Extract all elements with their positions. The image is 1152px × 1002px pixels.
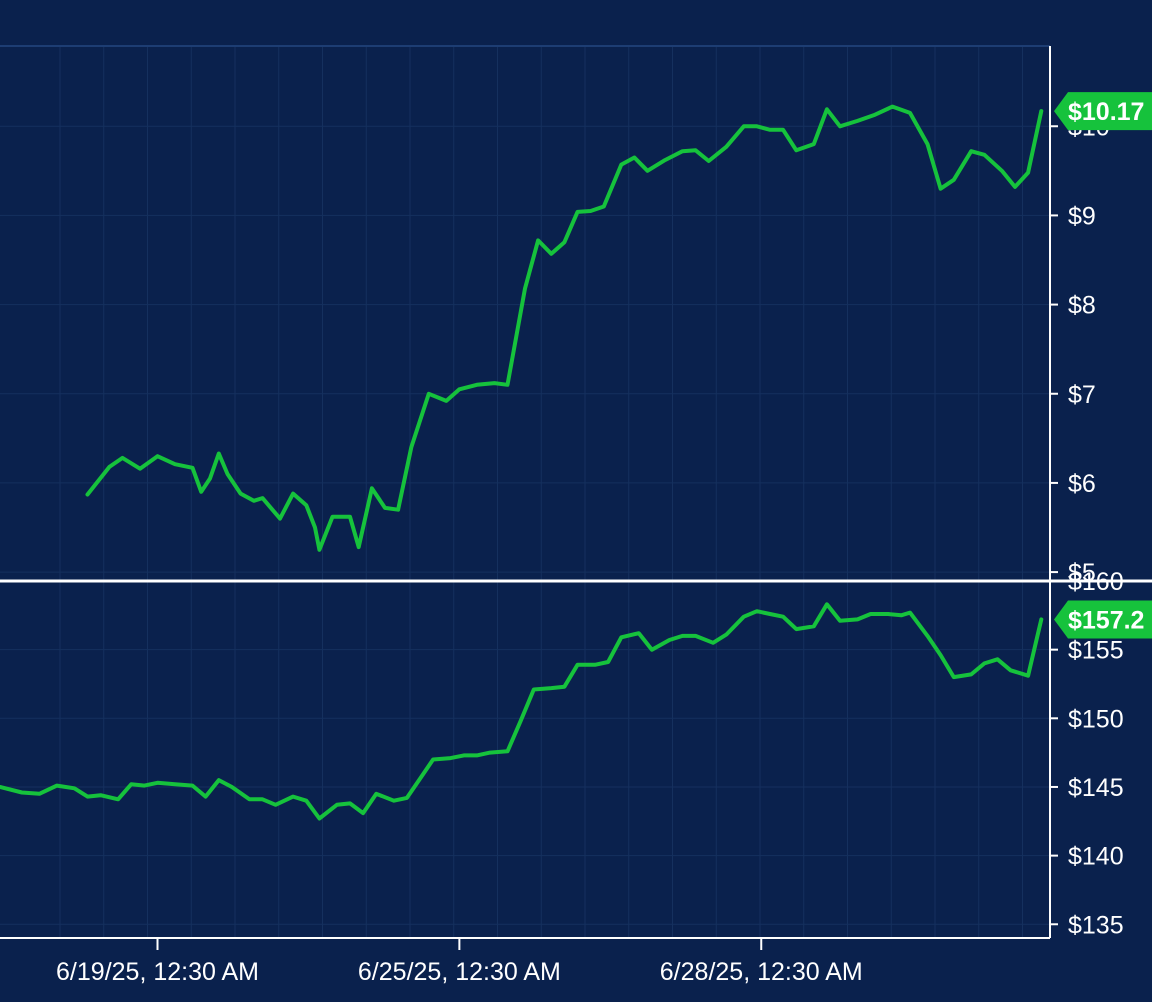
price-series-line — [85, 104, 1044, 552]
last-value-badges: $10.17 $157.2 — [1054, 92, 1152, 639]
y-tick-label: $160 — [1068, 568, 1124, 596]
series-layer — [0, 104, 1044, 821]
y-tick-label: $7 — [1068, 381, 1096, 409]
x-tick-label: 6/19/25, 12:30 AM — [56, 958, 259, 986]
last-value-label: $157.2 — [1068, 606, 1144, 634]
y-tick-label: $135 — [1068, 911, 1124, 939]
y-tick-label: $5 — [1068, 559, 1096, 587]
y-tick-label: $140 — [1068, 843, 1124, 871]
y-tick-label: $6 — [1068, 470, 1096, 498]
price-series-line — [0, 602, 1044, 821]
last-value-badge — [1054, 92, 1152, 131]
x-tick-label: 6/25/25, 12:30 AM — [358, 958, 561, 986]
grid-lines — [0, 46, 1050, 938]
axes — [0, 45, 1152, 939]
last-value-label: $10.17 — [1068, 98, 1144, 126]
y-tick-label: $145 — [1068, 774, 1124, 802]
y-tick-label: $8 — [1068, 292, 1096, 320]
y-tick-labels: $5$6$7$8$9$10$135$140$145$150$155$160 — [1050, 113, 1124, 939]
last-value-badge — [1054, 600, 1152, 639]
y-tick-label: $155 — [1068, 637, 1124, 665]
x-tick-label: 6/28/25, 12:30 AM — [660, 958, 863, 986]
y-tick-label: $150 — [1068, 705, 1124, 733]
x-tick-labels: 6/19/25, 12:30 AM 6/25/25, 12:30 AM 6/28/2… — [56, 938, 863, 986]
y-tick-label: $9 — [1068, 202, 1096, 230]
